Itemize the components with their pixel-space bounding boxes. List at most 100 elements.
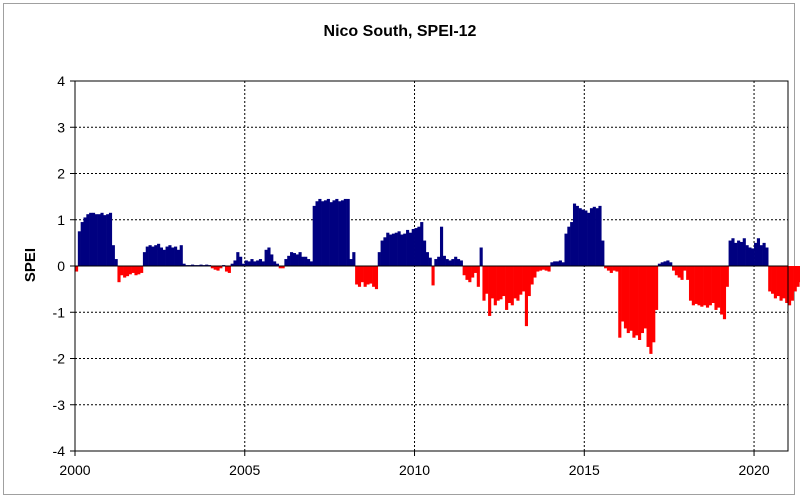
bar [688, 266, 693, 301]
bar [748, 247, 752, 266]
bar [677, 266, 681, 278]
bar [595, 208, 599, 266]
bar [372, 266, 376, 287]
bar [623, 266, 628, 329]
bar [179, 245, 183, 266]
bar [123, 266, 127, 278]
bar [691, 266, 695, 306]
bar [773, 266, 777, 299]
bar [488, 266, 492, 316]
bar [210, 266, 214, 269]
bar [731, 238, 735, 266]
bar [403, 233, 407, 267]
bar [697, 266, 701, 306]
y-tick-label: -1 [53, 304, 66, 320]
bar [434, 259, 438, 266]
bar [120, 266, 124, 276]
bar [640, 266, 644, 334]
bar [541, 266, 545, 270]
bar [555, 261, 560, 267]
bar [312, 205, 316, 267]
bar [722, 266, 727, 320]
bar [134, 266, 138, 276]
bar [505, 266, 509, 310]
y-tick-label: 1 [57, 212, 65, 228]
bar [604, 266, 608, 269]
bars [75, 198, 800, 354]
bar [448, 260, 452, 266]
bar [762, 242, 766, 267]
bar [125, 266, 130, 277]
bar [307, 259, 311, 266]
bar [785, 266, 789, 303]
bar [332, 200, 336, 266]
bar [522, 266, 526, 292]
bar [771, 266, 775, 294]
bar [468, 266, 472, 283]
bar [394, 232, 398, 266]
y-tick-label: -3 [53, 397, 66, 413]
bar [643, 266, 647, 329]
bar [734, 242, 738, 267]
bar [256, 260, 260, 266]
bar [157, 243, 161, 266]
bar [581, 209, 585, 266]
bar [527, 266, 531, 297]
bar [315, 201, 319, 266]
bar [417, 226, 421, 266]
y-tick-label: 3 [57, 119, 65, 135]
bar [652, 266, 656, 343]
bar [473, 266, 478, 273]
bar [759, 245, 763, 266]
bar [428, 257, 432, 266]
bar [145, 246, 149, 266]
bar [705, 266, 710, 308]
bar [589, 208, 594, 266]
chart-title: Nico South, SPEI-12 [324, 23, 477, 40]
bar [278, 266, 282, 269]
bar [174, 246, 178, 266]
bar [754, 242, 758, 267]
bar [380, 240, 384, 266]
bar [788, 266, 792, 306]
bar [459, 260, 463, 266]
bar [176, 249, 180, 266]
bar [244, 260, 248, 266]
bar [389, 234, 393, 266]
bar [270, 254, 274, 266]
bar [462, 266, 466, 276]
bar [103, 215, 107, 267]
bar [267, 247, 271, 266]
bar [236, 252, 240, 267]
x-tick-label: 2010 [399, 462, 430, 478]
bar [281, 266, 285, 269]
bar [80, 222, 84, 266]
bar [700, 266, 704, 307]
bar [83, 217, 87, 266]
bar [106, 214, 110, 266]
bar [128, 266, 132, 275]
bar [94, 214, 98, 266]
bar [295, 254, 299, 266]
bar [584, 210, 588, 266]
bar [346, 198, 350, 266]
bar [516, 266, 520, 301]
bar [561, 262, 565, 266]
bar [258, 259, 263, 266]
bar [360, 266, 364, 283]
bar [199, 264, 203, 266]
bar [547, 266, 551, 272]
bar [247, 261, 251, 267]
bar [329, 202, 333, 266]
bar [97, 214, 101, 266]
bar [182, 263, 186, 266]
y-tick-labels: 4 3 2 1 0 -1 -2 -3 -4 [53, 73, 66, 459]
bar [275, 263, 280, 266]
bar [89, 212, 93, 266]
bar [737, 240, 741, 266]
bar [264, 249, 268, 266]
bar [338, 201, 342, 266]
x-tick-label: 2015 [569, 462, 600, 478]
bar [239, 256, 243, 266]
